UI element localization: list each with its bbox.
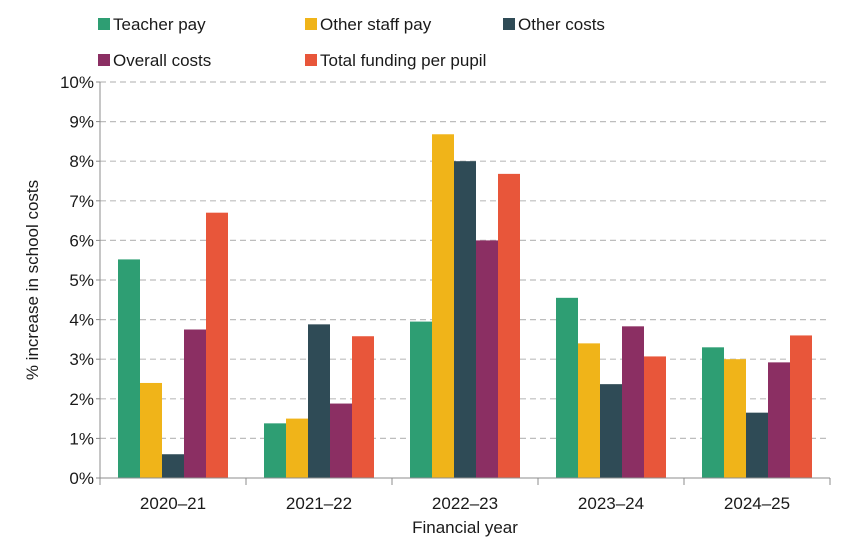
legend-label: Overall costs [113, 51, 211, 70]
bar [644, 356, 666, 478]
legend-label: Total funding per pupil [320, 51, 486, 70]
legend-label: Other costs [518, 15, 605, 34]
x-tick-label: 2024–25 [724, 494, 790, 513]
bar [476, 240, 498, 478]
bar [768, 362, 790, 478]
x-tick-label: 2021–22 [286, 494, 352, 513]
y-tick-label: 6% [69, 231, 94, 250]
bar [498, 173, 520, 478]
bar [264, 423, 286, 478]
y-tick-label: 9% [69, 113, 94, 132]
bar [206, 212, 228, 478]
bar [790, 335, 812, 478]
bar [622, 326, 644, 478]
x-axis-title: Financial year [412, 518, 518, 537]
bar [162, 454, 184, 478]
bar [118, 259, 140, 478]
bar [308, 324, 330, 478]
x-tick-label: 2023–24 [578, 494, 644, 513]
bar [352, 336, 374, 478]
bar [702, 347, 724, 478]
bar [746, 412, 768, 478]
y-tick-label: 4% [69, 311, 94, 330]
bar [724, 359, 746, 478]
bar [600, 384, 622, 478]
y-tick-label: 2% [69, 390, 94, 409]
y-tick-label: 7% [69, 192, 94, 211]
bar [286, 418, 308, 478]
y-tick-label: 5% [69, 271, 94, 290]
y-tick-label: 10% [60, 73, 94, 92]
x-tick-label: 2022–23 [432, 494, 498, 513]
legend: Teacher pay Other staff pay Other costs Ove… [98, 15, 605, 70]
x-axis: 2020–21 2021–22 2022–23 2023–24 2024–25 [99, 477, 831, 513]
y-axis-title: % increase in school costs [23, 180, 42, 380]
bar [578, 343, 600, 478]
bar [556, 297, 578, 478]
bar [410, 321, 432, 478]
legend-swatch [98, 18, 110, 30]
bar [330, 403, 352, 478]
legend-label: Other staff pay [320, 15, 432, 34]
bar [184, 329, 206, 478]
x-tick-label: 2020–21 [140, 494, 206, 513]
legend-swatch [305, 18, 317, 30]
bar [140, 382, 162, 478]
y-tick-label: 3% [69, 350, 94, 369]
y-axis-ticks: 0% 1% 2% 3% 4% 5% 6% 7% 8% 9% 10% [60, 73, 101, 488]
legend-swatch [98, 54, 110, 66]
bar [432, 134, 454, 478]
bars [118, 134, 812, 478]
y-tick-label: 0% [69, 469, 94, 488]
legend-label: Teacher pay [113, 15, 206, 34]
y-tick-label: 8% [69, 152, 94, 171]
legend-swatch [503, 18, 515, 30]
y-tick-label: 1% [69, 429, 94, 448]
bar [454, 161, 476, 478]
legend-swatch [305, 54, 317, 66]
